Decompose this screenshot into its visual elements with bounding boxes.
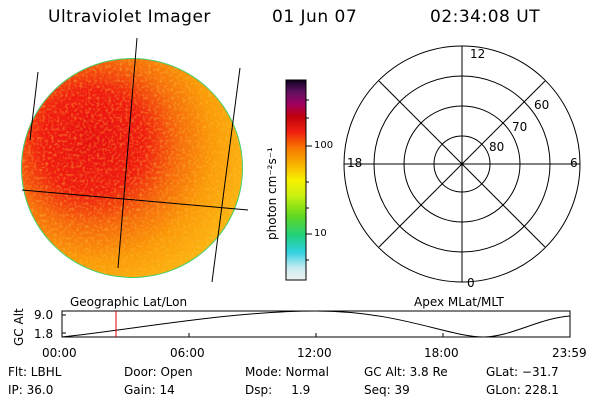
dsp-info: Dsp: 1.9 <box>245 383 311 397</box>
time-tick-1200: 12:00 <box>297 346 332 360</box>
time-tick-2359: 23:59 <box>552 346 587 360</box>
colorbar-unit-label: photon cm⁻²s⁻¹ <box>265 147 279 240</box>
altitude-axis-label: GC Alt <box>12 308 26 346</box>
sequence-info: Seq: 39 <box>364 383 410 397</box>
time-tick-0000: 00:00 <box>42 346 77 360</box>
altitude-tick-1-8: 1.8 <box>34 327 54 341</box>
colorbar-tick-100: 100 <box>314 140 334 151</box>
geo-longitude-info: GLon: 228.1 <box>486 383 559 397</box>
geo-latitude-info: GLat: −31.7 <box>486 365 559 379</box>
colorbar-tick-10: 10 <box>314 228 327 239</box>
mode-info: Mode: Normal <box>245 365 329 379</box>
geographic-grid <box>21 37 249 283</box>
lat-label-80: 80 <box>489 140 505 154</box>
door-info: Door: Open <box>124 365 193 379</box>
mlt-label-12: 12 <box>470 47 486 61</box>
filter-info: Flt: LBHL <box>8 365 62 379</box>
apex-caption: Apex MLat/MLT <box>414 295 504 309</box>
time-label: 02:34:08 UT <box>430 7 541 27</box>
mlt-label-18: 18 <box>347 156 363 170</box>
lat-label-70: 70 <box>512 120 528 134</box>
polar-grid <box>343 45 581 283</box>
altitude-tick-9: 9.0 <box>34 308 54 322</box>
gc-altitude-info: GC Alt: 3.8 Re <box>364 365 448 379</box>
time-tick-1800: 18:00 <box>424 346 459 360</box>
date-label: 01 Jun 07 <box>272 7 358 27</box>
ip-info: IP: 36.0 <box>8 383 54 397</box>
altitude-plot <box>61 310 571 338</box>
app-title: Ultraviolet Imager <box>48 7 211 27</box>
gain-info: Gain: 14 <box>124 383 175 397</box>
colorbar <box>285 79 312 281</box>
mlt-label-0: 0 <box>467 276 475 290</box>
mlt-label-6: 6 <box>570 156 578 170</box>
time-tick-0600: 06:00 <box>170 346 205 360</box>
lat-label-60: 60 <box>534 98 550 112</box>
geographic-caption: Geographic Lat/Lon <box>70 295 188 309</box>
uv-earth-image <box>21 37 249 283</box>
